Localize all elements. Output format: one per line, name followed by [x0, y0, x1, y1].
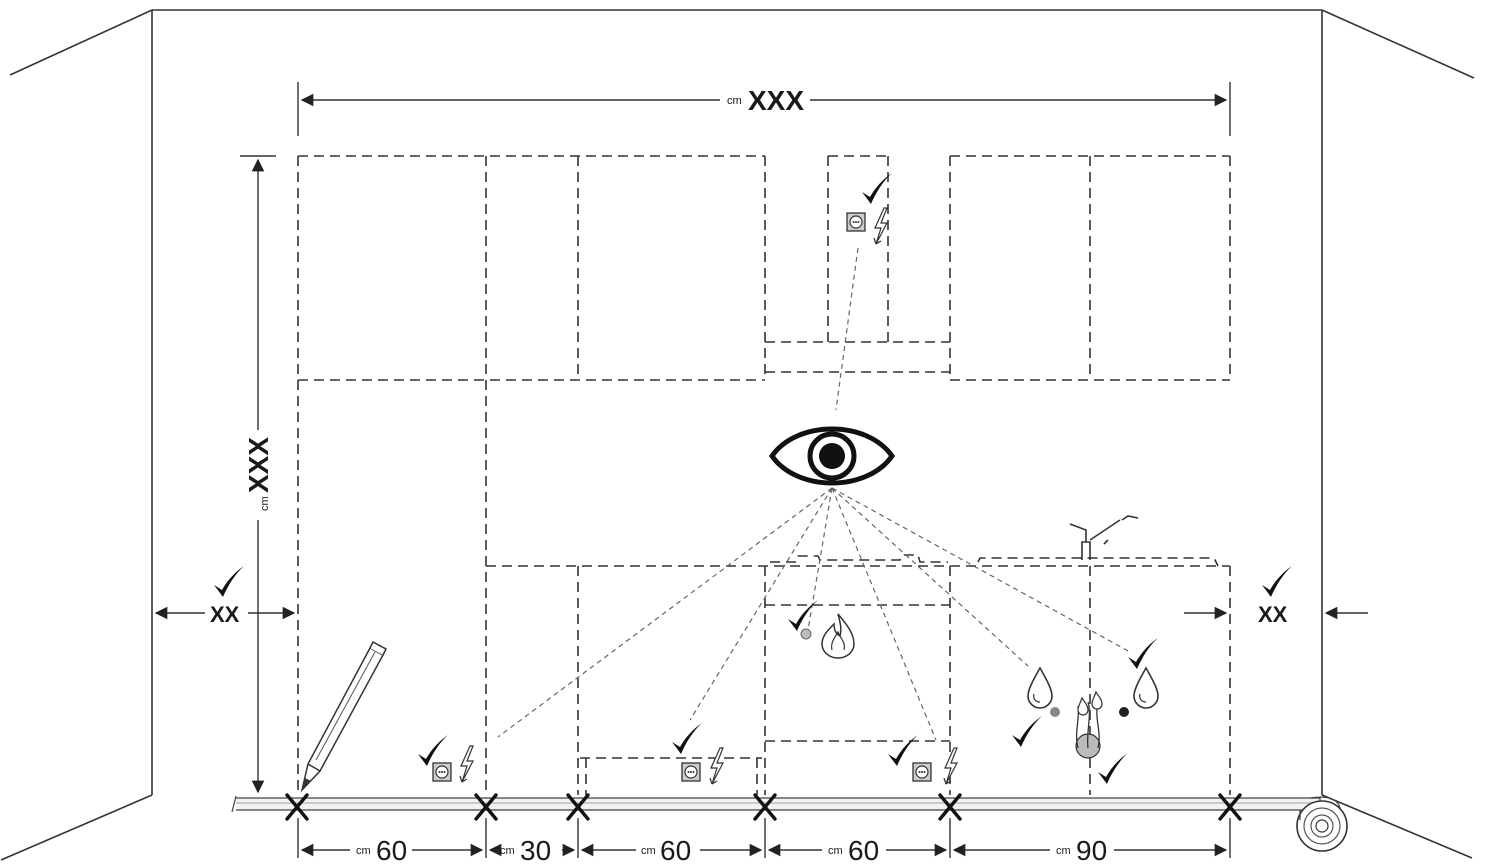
segment-1-value: 60: [376, 835, 407, 863]
checkmark-icon: [1262, 566, 1292, 597]
water-dot: [1050, 707, 1060, 717]
segment-4-unit: cm: [828, 845, 843, 857]
sight-lines: [497, 247, 1131, 741]
segment-3-value: 60: [660, 835, 691, 863]
water-drop-icon: [1133, 667, 1159, 709]
segment-4-value: 60: [848, 835, 879, 863]
lightning-icon: [873, 207, 888, 245]
top-dimension: cm XXX: [297, 82, 1231, 136]
segment-5-value: 90: [1076, 835, 1107, 863]
checkmark-icon: [214, 566, 244, 597]
water-dot: [1119, 707, 1129, 717]
electrical-outlet-icon: [912, 762, 932, 782]
left-clearance-value: XX: [210, 602, 240, 627]
segment-3-unit: cm: [641, 845, 656, 857]
checkmark-icon: [418, 735, 448, 766]
left-clearance: XX: [154, 566, 296, 627]
checkmark-icon: [1128, 638, 1158, 669]
segment-2-unit: cm: [500, 845, 515, 857]
outlet-group-1: [418, 735, 474, 783]
room-walls: [0, 9, 1475, 861]
faucet-icon: [1069, 515, 1139, 560]
gas-dot: [800, 628, 812, 640]
tape-measure-icon: [231, 795, 1348, 852]
gas-connection-group: [788, 600, 855, 659]
right-clearance-value: XX: [1258, 602, 1288, 627]
segment-1-unit: cm: [356, 845, 371, 857]
segment-2-value: 30: [520, 835, 551, 863]
electrical-outlet-icon: [681, 762, 701, 782]
lightning-icon: [709, 747, 724, 785]
upper-cabinets: [297, 155, 1231, 795]
pencil-icon: [300, 640, 387, 793]
height-dimension-unit: cm: [259, 496, 271, 511]
hood-outlet-group: [846, 173, 892, 245]
segment-5-unit: cm: [1056, 845, 1071, 857]
height-dimension: cm XXX: [240, 155, 276, 794]
bottom-dimensions: cm 60 cm 30 cm 60 cm 60 cm 90: [297, 818, 1231, 866]
top-dimension-unit: cm: [727, 95, 742, 107]
right-clearance: XX: [1184, 566, 1368, 627]
top-dimension-value: XXX: [748, 85, 804, 116]
drain-icon: [1075, 690, 1103, 759]
eye-icon: [768, 426, 896, 486]
electrical-outlet-icon: [432, 762, 452, 782]
outlet-group-3: [888, 735, 958, 785]
water-connection-group: [1012, 638, 1159, 784]
water-drop-icon: [1027, 667, 1053, 709]
outlet-group-2: [672, 723, 724, 785]
flame-icon: [821, 613, 855, 659]
checkmark-icon: [1012, 716, 1042, 747]
electrical-outlet-icon: [846, 212, 866, 232]
checkmark-icon: [1098, 753, 1128, 784]
checkmark-icon: [672, 723, 702, 754]
height-dimension-value: XXX: [243, 437, 274, 493]
checkmark-icon: [888, 735, 918, 766]
lower-cabinets: [486, 554, 1231, 795]
lightning-icon: [459, 745, 474, 783]
